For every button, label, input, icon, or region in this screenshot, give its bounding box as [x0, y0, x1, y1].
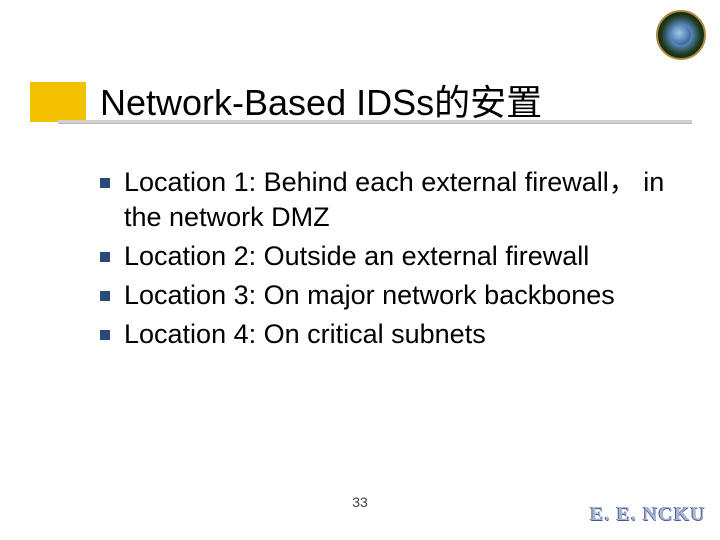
accent-box: [30, 82, 86, 122]
slide-title: Network-Based IDSs的安置: [100, 74, 542, 126]
list-item: Location 4: On critical subnets: [100, 317, 680, 352]
square-bullet-icon: [100, 291, 124, 301]
list-item: Location 2: Outside an external firewall: [100, 239, 680, 274]
list-item-text: Location 1: Behind each external firewal…: [124, 165, 680, 235]
org-logo-icon: [656, 10, 706, 60]
list-item-text: Location 3: On major network backbones: [124, 278, 615, 313]
square-bullet-icon: [100, 178, 124, 188]
title-row: Network-Based IDSs的安置: [28, 80, 692, 136]
slide: Network-Based IDSs的安置 Location 1: Behind…: [0, 0, 720, 540]
list-item-text: Location 4: On critical subnets: [124, 317, 486, 352]
list-item: Location 3: On major network backbones: [100, 278, 680, 313]
footer-org-text: E. E. NCKU: [590, 503, 706, 526]
bullet-list: Location 1: Behind each external firewal…: [100, 165, 680, 356]
list-item: Location 1: Behind each external firewal…: [100, 165, 680, 235]
list-item-text: Location 2: Outside an external firewall: [124, 239, 589, 274]
square-bullet-icon: [100, 252, 124, 262]
square-bullet-icon: [100, 330, 124, 340]
